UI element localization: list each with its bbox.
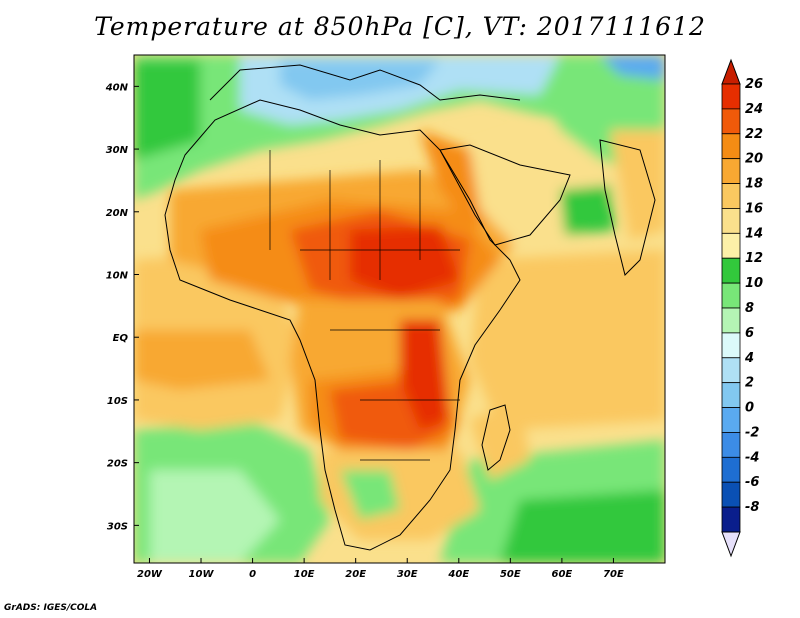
lon-tick-label: 10W: [189, 569, 215, 580]
colorbar-top-arrow: [721, 58, 741, 85]
longitude-tick-labels: 20W 10W 0 10E 20E 30E 40E 50E 60E 70E: [137, 558, 624, 580]
lon-tick-label: 60E: [552, 569, 573, 580]
colorbar-swatch: [721, 481, 741, 508]
colorbar-label: 22: [745, 127, 763, 142]
colorbar-label: 12: [745, 251, 763, 266]
lat-tick-label: 30N: [106, 145, 129, 156]
lon-tick-label: 50E: [500, 569, 521, 580]
lon-tick-label: 30E: [397, 569, 418, 580]
colorbar-label: 0: [745, 401, 754, 416]
colorbar-label: -6: [745, 475, 759, 490]
colorbar-swatch: [721, 232, 741, 259]
lon-tick-label: 20W: [137, 569, 163, 580]
colorbar-label: 16: [745, 201, 763, 216]
colorbar-swatch: [721, 133, 741, 160]
latitude-tick-labels: 40N 30N 20N 10N EQ 10S 20S 30S: [105, 82, 139, 532]
colorbar-label: 18: [745, 177, 763, 192]
lon-tick-label: 20E: [345, 569, 366, 580]
chart-title: Temperature at 850hPa [C], VT: 201711161…: [94, 12, 706, 41]
temperature-field: [134, 55, 665, 563]
lon-tick-label: 70E: [603, 569, 624, 580]
colorbar-label: 2: [745, 376, 754, 391]
colorbar-swatch: [721, 183, 741, 209]
colorbar-label: -2: [745, 425, 759, 440]
colorbar-swatch: [721, 158, 741, 184]
colorbar-swatch: [721, 332, 741, 359]
colorbar-label: -8: [745, 500, 759, 515]
lat-tick-label: 40N: [105, 82, 129, 93]
lat-tick-label: 10S: [107, 396, 128, 407]
colorbar-swatch: [721, 456, 741, 483]
lon-tick-label: 10E: [294, 569, 315, 580]
colorbar-swatch: [721, 357, 741, 384]
colorbar-label: 24: [745, 102, 763, 117]
colorbar-swatch: [721, 382, 741, 408]
colorbar-label: 10: [745, 276, 763, 291]
plot-frame: [133, 54, 666, 564]
colorbar-swatch: [721, 282, 741, 309]
lat-tick-label: EQ: [113, 333, 129, 344]
colorbar-bottom-arrow: [721, 531, 741, 558]
colorbar-swatch: [721, 208, 741, 234]
colorbar-swatch: [721, 257, 741, 284]
colorbar-label: 4: [744, 351, 754, 366]
colorbar-swatch: [721, 83, 741, 110]
lon-tick-label: 40E: [447, 569, 469, 580]
colorbar-swatch: [721, 307, 741, 334]
colorbar-label: 8: [745, 301, 754, 316]
colorbar-swatch: [721, 407, 741, 433]
colorbar-label: -4: [745, 450, 759, 465]
grads-credit: GrADS: IGES/COLA: [4, 603, 98, 613]
colorbar-swatch: [721, 506, 741, 533]
lon-tick-label: 0: [249, 569, 256, 580]
lat-tick-label: 30S: [107, 521, 128, 532]
lat-tick-label: 20S: [107, 459, 128, 470]
lat-tick-label: 10N: [106, 271, 129, 282]
colorbar-label: 14: [745, 226, 763, 241]
colorbar-label: 26: [745, 77, 763, 92]
colorbar-swatch: [721, 108, 741, 135]
lat-tick-label: 20N: [106, 208, 129, 219]
colorbar-label: 20: [745, 152, 763, 167]
colorbar-label: 6: [745, 326, 754, 341]
colorbar-swatch: [721, 432, 741, 458]
coastlines: [164, 64, 656, 551]
